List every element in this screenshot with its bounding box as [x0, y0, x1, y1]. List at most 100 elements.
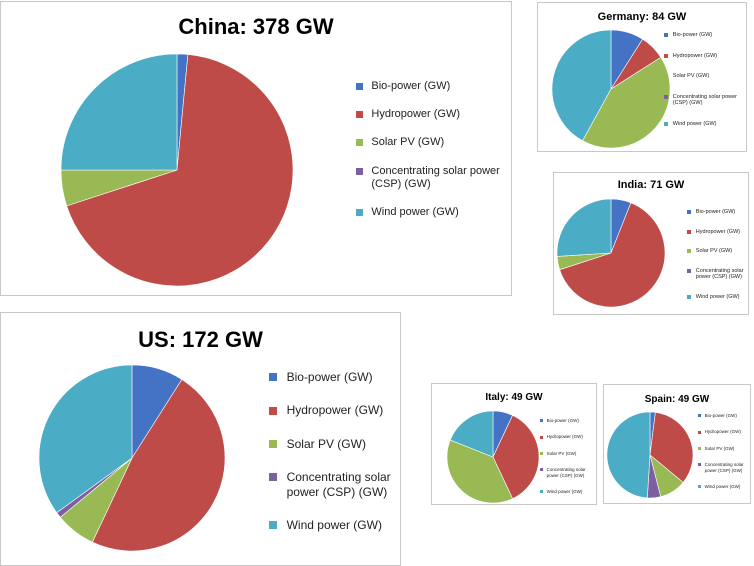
chart-panel-germany: Germany: 84 GW Bio-power (GW) Hydropower … — [537, 2, 747, 152]
pie-slice-hydropower — [649, 412, 694, 483]
pie-chart — [60, 53, 294, 287]
legend-item-concentrating-solar-power-csp: Concentrating solar power (CSP) (GW) — [269, 470, 399, 499]
legend-swatch — [698, 446, 701, 450]
legend-item-solar-pv: Solar PV (GW) — [356, 136, 506, 149]
pie-slice-hydropower — [66, 54, 294, 287]
legend-item-concentrating-solar-power-csp: Concentrating solar power (CSP) (GW) — [356, 165, 506, 191]
legend-item-concentrating-solar-power-csp: Concentrating solar power (CSP) (GW) — [540, 467, 596, 478]
legend-swatch — [540, 468, 543, 472]
legend-label: Solar PV (GW) — [695, 248, 733, 255]
legend-swatch — [269, 473, 277, 482]
legend-item-hydropower: Hydropower (GW) — [687, 228, 748, 236]
legend-item-wind-power: Wind power (GW) — [664, 121, 744, 128]
legend-swatch — [356, 139, 363, 147]
legend-item-wind-power: Wind power (GW) — [698, 484, 750, 489]
legend-item-hydropower: Hydropower (GW) — [540, 434, 596, 439]
chart-legend: Bio-power (GW) Hydropower (GW) Solar PV (G… — [687, 209, 748, 314]
legend-label: Hydropower (GW) — [695, 228, 741, 235]
pie-slice-hydropower — [559, 202, 666, 308]
legend-label: Solar PV (GW) — [286, 436, 366, 451]
pie-slice-solar-pv — [446, 439, 513, 504]
legend-label: Bio-power (GW) — [695, 209, 736, 215]
legend-label: Solar PV (GW) — [704, 445, 735, 451]
legend-swatch — [698, 485, 701, 489]
legend-label: Bio-power (GW) — [546, 418, 579, 423]
pie-slice-wind-power — [60, 53, 178, 171]
pie-chart — [556, 198, 666, 308]
legend-swatch — [540, 419, 543, 423]
legend-swatch — [664, 95, 668, 100]
legend-swatch — [687, 210, 691, 215]
legend-label: Wind power (GW) — [695, 293, 740, 300]
legend-item-wind-power: Wind power (GW) — [269, 518, 399, 532]
legend-item-wind-power: Wind power (GW) — [687, 293, 748, 301]
legend-item-concentrating-solar-power-csp: Concentrating solar power (CSP) (GW) — [687, 267, 748, 281]
pie-slice-solar-pv — [582, 56, 671, 149]
legend-label: Solar PV (GW) — [546, 450, 577, 456]
legend-label: Hydropower (GW) — [371, 108, 461, 121]
legend-label: Concentrating solar power (CSP) (GW) — [546, 467, 586, 478]
legend-item-bio-power: Bio-power (GW) — [664, 32, 744, 39]
legend-label: Concentrating solar power (CSP) (GW) — [371, 164, 500, 190]
legend-label: Bio-power (GW) — [704, 413, 737, 418]
legend-label: Bio-power (GW) — [371, 80, 451, 92]
chart-title: China: 378 GW — [178, 14, 334, 39]
legend-swatch — [540, 451, 543, 455]
legend-swatch — [687, 249, 691, 254]
legend-swatch — [687, 229, 691, 234]
legend-swatch — [269, 521, 277, 530]
legend-label: Concentrating solar power (CSP) (GW) — [704, 462, 744, 473]
chart-legend: Bio-power (GW) Hydropower (GW) Solar PV (G… — [540, 418, 596, 504]
legend-swatch — [540, 490, 543, 494]
legend-item-wind-power: Wind power (GW) — [540, 489, 596, 494]
legend-label: Concentrating solar power (CSP) (GW) — [672, 93, 737, 107]
legend-item-solar-pv: Solar PV (GW) — [540, 451, 596, 456]
legend-swatch — [356, 83, 363, 91]
legend-item-hydropower: Hydropower (GW) — [698, 429, 750, 434]
legend-swatch — [698, 414, 701, 418]
legend-label: Concentrating solar power (CSP) (GW) — [286, 470, 391, 499]
legend-item-solar-pv: Solar PV (GW) — [269, 437, 399, 451]
legend-swatch — [664, 33, 668, 38]
legend-swatch — [540, 435, 543, 439]
legend-item-solar-pv: Solar PV (GW) — [664, 73, 744, 80]
legend-label: Concentrating solar power (CSP) (GW) — [695, 267, 744, 281]
legend-item-concentrating-solar-power-csp: Concentrating solar power (CSP) (GW) — [664, 94, 744, 107]
legend-label: Wind power (GW) — [546, 488, 583, 494]
legend-swatch — [269, 406, 277, 415]
legend-swatch — [664, 122, 668, 127]
chart-panel-us: US: 172 GW Bio-power (GW) Hydropower (GW)… — [0, 312, 401, 566]
pie-slice-wind-power — [551, 29, 612, 142]
legend-swatch — [698, 430, 701, 434]
chart-title: US: 172 GW — [138, 327, 263, 352]
legend-item-bio-power: Bio-power (GW) — [698, 413, 750, 418]
legend-label: Wind power (GW) — [371, 205, 459, 218]
legend-label: Wind power (GW) — [704, 483, 741, 489]
chart-legend: Bio-power (GW) Hydropower (GW) Solar PV (G… — [356, 80, 506, 234]
legend-item-hydropower: Hydropower (GW) — [664, 53, 744, 60]
pie-slice-wind-power — [449, 410, 494, 458]
legend-item-hydropower: Hydropower (GW) — [356, 108, 506, 121]
legend-label: Solar PV (GW) — [672, 73, 710, 80]
legend-item-hydropower: Hydropower (GW) — [269, 403, 399, 417]
chart-panel-italy: Italy: 49 GW Bio-power (GW) Hydropower (G… — [431, 383, 597, 505]
pie-chart — [446, 410, 540, 504]
legend-item-solar-pv: Solar PV (GW) — [687, 248, 748, 255]
legend-label: Bio-power (GW) — [286, 370, 373, 384]
chart-panel-spain: Spain: 49 GW Bio-power (GW) Hydropower (G… — [603, 384, 751, 504]
chart-title: Spain: 49 GW — [644, 394, 710, 405]
legend-swatch — [356, 209, 363, 217]
chart-title: India: 71 GW — [617, 179, 685, 191]
legend-swatch — [356, 167, 363, 175]
legend-item-concentrating-solar-power-csp: Concentrating solar power (CSP) (GW) — [698, 462, 750, 473]
legend-item-solar-pv: Solar PV (GW) — [698, 446, 750, 451]
legend-label: Hydropower (GW) — [672, 52, 718, 59]
chart-title: Italy: 49 GW — [485, 392, 543, 403]
legend-swatch — [687, 295, 691, 300]
chart-title: Germany: 84 GW — [597, 11, 687, 23]
legend-item-wind-power: Wind power (GW) — [356, 206, 506, 219]
legend-swatch — [269, 439, 277, 448]
pie-slice-hydropower — [492, 414, 540, 500]
legend-swatch — [687, 269, 691, 274]
legend-label: Hydropower (GW) — [546, 434, 583, 440]
